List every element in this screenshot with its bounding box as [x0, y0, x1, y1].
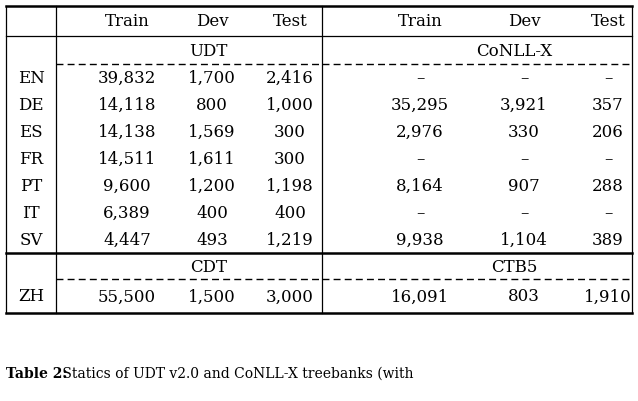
Text: 3,000: 3,000 [266, 288, 314, 305]
Text: 907: 907 [508, 178, 540, 194]
Text: Dev: Dev [196, 14, 228, 30]
Text: Test: Test [272, 14, 308, 30]
Text: 2,416: 2,416 [266, 70, 314, 87]
Text: 35,295: 35,295 [391, 97, 449, 114]
Text: FR: FR [19, 151, 43, 168]
Text: ES: ES [19, 124, 43, 141]
Text: 1,611: 1,611 [188, 151, 236, 168]
Text: 357: 357 [592, 97, 624, 114]
Text: CoNLL-X: CoNLL-X [476, 43, 552, 59]
Text: UDT: UDT [189, 43, 228, 59]
Text: 1,198: 1,198 [266, 178, 314, 194]
Text: 4,447: 4,447 [103, 231, 151, 248]
Text: 493: 493 [196, 231, 228, 248]
Text: Statics of UDT v2.0 and CoNLL-X treebanks (with: Statics of UDT v2.0 and CoNLL-X treebank… [58, 366, 413, 380]
Text: –: – [416, 205, 424, 221]
Text: 1,000: 1,000 [266, 97, 314, 114]
Text: –: – [604, 70, 612, 87]
Text: CTB5: CTB5 [491, 258, 537, 275]
Text: 803: 803 [508, 288, 540, 305]
Text: 3,921: 3,921 [500, 97, 548, 114]
Text: 14,138: 14,138 [98, 124, 156, 141]
Text: PT: PT [20, 178, 42, 194]
Text: DE: DE [19, 97, 44, 114]
Text: 6,389: 6,389 [103, 205, 151, 221]
Text: –: – [520, 70, 528, 87]
Text: 400: 400 [274, 205, 306, 221]
Text: Train: Train [397, 14, 442, 30]
Text: EN: EN [18, 70, 45, 87]
Text: 14,118: 14,118 [98, 97, 156, 114]
Text: 206: 206 [592, 124, 624, 141]
Text: SV: SV [19, 231, 43, 248]
Text: 288: 288 [592, 178, 624, 194]
Text: –: – [416, 70, 424, 87]
Text: Table 2:: Table 2: [6, 366, 68, 380]
Text: 9,600: 9,600 [103, 178, 151, 194]
Text: Train: Train [105, 14, 149, 30]
Text: 9,938: 9,938 [396, 231, 444, 248]
Text: 1,569: 1,569 [188, 124, 236, 141]
Text: 1,910: 1,910 [584, 288, 632, 305]
Text: CDT: CDT [190, 258, 227, 275]
Text: 2,976: 2,976 [396, 124, 444, 141]
Text: 800: 800 [196, 97, 228, 114]
Text: 1,200: 1,200 [188, 178, 236, 194]
Text: 39,832: 39,832 [98, 70, 156, 87]
Text: 14,511: 14,511 [98, 151, 156, 168]
Text: 1,219: 1,219 [266, 231, 314, 248]
Text: IT: IT [22, 205, 40, 221]
Text: 55,500: 55,500 [98, 288, 156, 305]
Text: 1,500: 1,500 [188, 288, 236, 305]
Text: –: – [520, 205, 528, 221]
Text: 300: 300 [274, 124, 306, 141]
Text: 16,091: 16,091 [391, 288, 449, 305]
Text: –: – [604, 151, 612, 168]
Text: Dev: Dev [508, 14, 540, 30]
Text: ZH: ZH [18, 288, 44, 305]
Text: 389: 389 [592, 231, 624, 248]
Text: 8,164: 8,164 [396, 178, 444, 194]
Text: 400: 400 [196, 205, 228, 221]
Text: 300: 300 [274, 151, 306, 168]
Text: 330: 330 [508, 124, 540, 141]
Text: Test: Test [591, 14, 625, 30]
Text: –: – [604, 205, 612, 221]
Text: 1,700: 1,700 [188, 70, 236, 87]
Text: –: – [416, 151, 424, 168]
Text: 1,104: 1,104 [500, 231, 548, 248]
Text: –: – [520, 151, 528, 168]
